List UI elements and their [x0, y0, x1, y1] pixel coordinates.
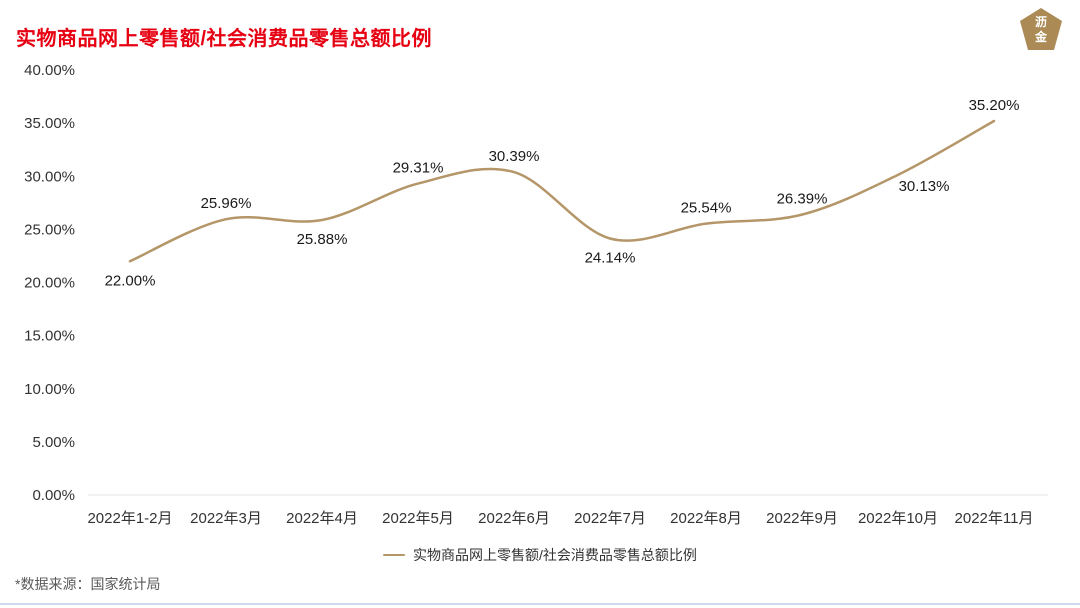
data-point-label: 30.39% [489, 148, 540, 165]
x-axis-tick-label: 2022年3月 [190, 510, 262, 527]
data-series-line [128, 119, 996, 263]
x-axis-tick-label: 2022年10月 [858, 510, 938, 527]
x-axis-tick-label: 2022年6月 [478, 510, 550, 527]
y-axis-tick-label: 40.00% [24, 62, 75, 79]
y-axis-tick-label: 5.00% [32, 434, 75, 451]
data-point-label: 26.39% [777, 191, 828, 208]
y-axis-tick-label: 25.00% [24, 221, 75, 238]
legend-label: 实物商品网上零售额/社会消费品零售总额比例 [413, 547, 697, 563]
data-point-label: 22.00% [105, 272, 156, 289]
legend-line-swatch [383, 554, 406, 556]
data-point-label: 30.13% [899, 178, 950, 195]
logo-char-top: 沥 [1035, 15, 1047, 29]
data-point-label: 35.20% [969, 97, 1020, 114]
x-axis-tick-label: 2022年7月 [574, 510, 646, 527]
x-axis-tick-label: 2022年4月 [286, 510, 358, 527]
legend: 实物商品网上零售额/社会消费品零售总额比例 [0, 544, 1080, 566]
x-axis-tick-label: 2022年1-2月 [87, 510, 172, 527]
logo-char-bottom: 金 [1034, 29, 1048, 44]
data-point-label: 25.96% [201, 195, 252, 212]
lijin-logo: 沥 金 [1020, 8, 1062, 50]
bottom-divider [0, 603, 1080, 605]
x-axis-tick-label: 2022年9月 [766, 510, 838, 527]
y-axis-tick-label: 0.00% [32, 487, 75, 504]
data-point-label: 25.88% [297, 231, 348, 248]
x-axis-tick-label: 2022年11月 [955, 510, 1034, 527]
y-axis-tick-label: 10.00% [24, 381, 75, 398]
y-axis-tick-label: 30.00% [24, 168, 75, 185]
page-title: 实物商品网上零售额/社会消费品零售总额比例 [16, 28, 433, 50]
x-axis-tick-label: 2022年5月 [382, 510, 454, 527]
y-axis-tick-label: 15.00% [24, 328, 75, 345]
line-chart: 0.00% 5.00% 10.00% 15.00% 20.00% 25.00% 30.00%… [24, 62, 1048, 527]
data-point-label: 24.14% [585, 250, 636, 267]
data-point-label: 29.31% [393, 160, 444, 177]
data-point-label: 25.54% [681, 200, 732, 217]
x-axis-tick-label: 2022年8月 [670, 510, 742, 527]
data-source-note: *数据来源：国家统计局 [15, 576, 161, 592]
y-axis-tick-label: 20.00% [24, 275, 75, 292]
logo-diamond-icon: 沥 金 [1020, 8, 1062, 50]
y-axis-tick-label: 35.00% [24, 115, 75, 132]
